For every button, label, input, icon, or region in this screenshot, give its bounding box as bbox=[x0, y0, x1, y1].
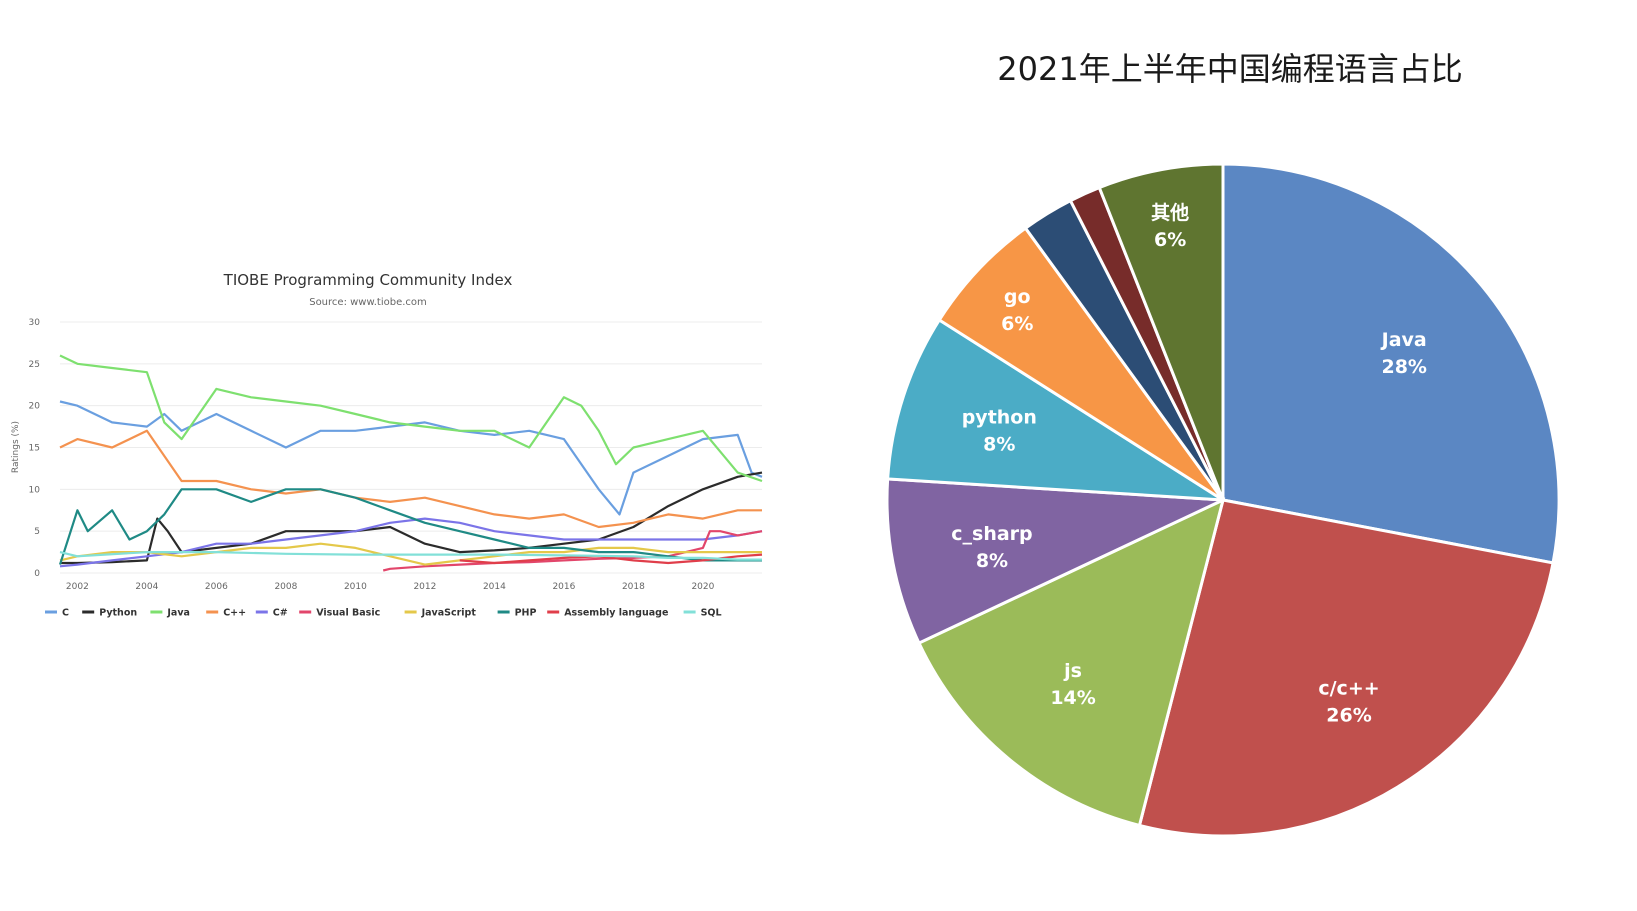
pie-slice-- bbox=[1097, 162, 1225, 501]
pie-slices bbox=[885, 162, 1561, 838]
tiobe-line-chart: TIOBE Programming Community Index Source… bbox=[11, 271, 763, 619]
y-tick-label: 30 bbox=[29, 318, 41, 328]
legend-item[interactable]: JavaScript bbox=[404, 608, 477, 619]
legend-label: Visual Basic bbox=[316, 608, 380, 619]
y-tick-label: 15 bbox=[29, 444, 40, 454]
legend-label: Assembly language bbox=[564, 608, 668, 619]
slice-percent: 6% bbox=[1001, 313, 1033, 335]
legend-item[interactable]: Java bbox=[150, 608, 190, 619]
pie-slice-go bbox=[937, 226, 1225, 502]
slice-label: go bbox=[1004, 286, 1031, 308]
slice-label: python bbox=[962, 406, 1037, 428]
legend: C Python Java C++ C# Visual Basic JavaScript PH… bbox=[45, 608, 722, 619]
slice-label: 其他 bbox=[1151, 201, 1189, 224]
series-line-python bbox=[60, 471, 763, 565]
y-tick-label: 25 bbox=[29, 360, 40, 370]
slice-label: c_sharp bbox=[951, 523, 1032, 545]
series-line-c bbox=[59, 400, 763, 516]
pie-chart-panel: 2021年上半年中国编程语言占比 Java 28% c/c++ 26% js 14% c_s… bbox=[860, 0, 1637, 907]
series-line-visual-basic bbox=[382, 530, 763, 572]
legend-label: SQL bbox=[701, 608, 722, 619]
pie-chart: Java 28% c/c++ 26% js 14% c_sharp 8% python 8% go 6… bbox=[885, 162, 1561, 838]
legend-item[interactable]: C bbox=[45, 608, 69, 619]
x-tick-label: 2014 bbox=[483, 582, 506, 592]
y-tick-label: 5 bbox=[34, 527, 40, 537]
series-line-java bbox=[59, 354, 763, 483]
y-tick-label: 10 bbox=[29, 485, 41, 495]
legend-item[interactable]: SQL bbox=[683, 608, 722, 619]
slice-percent: 8% bbox=[983, 433, 1015, 455]
x-axis-ticks: 2002 2004 2006 2008 2010 2012 2014 2016 2018 2020 bbox=[66, 582, 715, 592]
legend-label: C++ bbox=[223, 608, 246, 619]
slice-percent: 26% bbox=[1326, 705, 1371, 727]
legend-label: Python bbox=[99, 608, 137, 619]
slice-percent: 6% bbox=[1154, 229, 1186, 251]
x-tick-label: 2012 bbox=[413, 582, 436, 592]
pie-slice-c-c- bbox=[1137, 498, 1555, 838]
tiobe-chart-panel: TIOBE Programming Community Index Source… bbox=[0, 255, 800, 635]
legend-label: JavaScript bbox=[421, 608, 477, 619]
grid bbox=[60, 321, 762, 574]
x-tick-label: 2006 bbox=[205, 582, 228, 592]
x-tick-label: 2004 bbox=[135, 582, 158, 592]
legend-item[interactable]: Visual Basic bbox=[299, 608, 380, 619]
legend-label: Java bbox=[166, 608, 190, 619]
pie-slice-java bbox=[1221, 162, 1561, 565]
y-axis-ticks: 0 5 10 15 20 25 30 bbox=[29, 318, 41, 579]
slice-label: js bbox=[1063, 660, 1082, 682]
series-line-c- bbox=[59, 517, 763, 568]
legend-label: C# bbox=[273, 608, 288, 619]
x-tick-label: 2002 bbox=[66, 582, 89, 592]
x-tick-label: 2020 bbox=[691, 582, 714, 592]
slice-percent: 8% bbox=[976, 550, 1008, 572]
x-tick-label: 2010 bbox=[344, 582, 367, 592]
chart-title: TIOBE Programming Community Index bbox=[223, 271, 513, 289]
slice-label: c/c++ bbox=[1318, 678, 1379, 700]
series-line-php bbox=[58, 488, 762, 565]
y-axis-label: Ratings (%) bbox=[11, 421, 21, 473]
series-lines bbox=[58, 354, 763, 572]
legend-item[interactable]: C# bbox=[255, 608, 288, 619]
pie-slice-c-sharp bbox=[885, 477, 1224, 646]
pie-slice-python bbox=[886, 317, 1224, 502]
y-tick-label: 20 bbox=[29, 402, 41, 412]
pie-chart-title: 2021年上半年中国编程语言占比 bbox=[997, 50, 1463, 88]
x-tick-label: 2008 bbox=[274, 582, 297, 592]
legend-label: PHP bbox=[515, 608, 537, 619]
slice-percent: 28% bbox=[1381, 356, 1426, 378]
legend-label: C bbox=[62, 608, 69, 619]
legend-item[interactable]: PHP bbox=[497, 608, 537, 619]
x-tick-label: 2018 bbox=[622, 582, 645, 592]
chart-subtitle: Source: www.tiobe.com bbox=[309, 297, 427, 308]
legend-item[interactable]: C++ bbox=[206, 608, 246, 619]
series-line-c- bbox=[59, 429, 762, 529]
series-line-javascript bbox=[59, 542, 762, 566]
slice-percent: 14% bbox=[1050, 687, 1095, 709]
legend-item[interactable]: Python bbox=[82, 608, 137, 619]
x-tick-label: 2016 bbox=[552, 582, 575, 592]
pie-labels: Java 28% c/c++ 26% js 14% c_sharp 8% python 8% go 6… bbox=[951, 201, 1427, 727]
pie-slice-js bbox=[916, 497, 1226, 828]
slice-label: Java bbox=[1380, 329, 1427, 351]
y-tick-label: 0 bbox=[34, 569, 40, 579]
legend-item[interactable]: Assembly language bbox=[547, 608, 668, 619]
series-line-sql bbox=[59, 551, 762, 561]
